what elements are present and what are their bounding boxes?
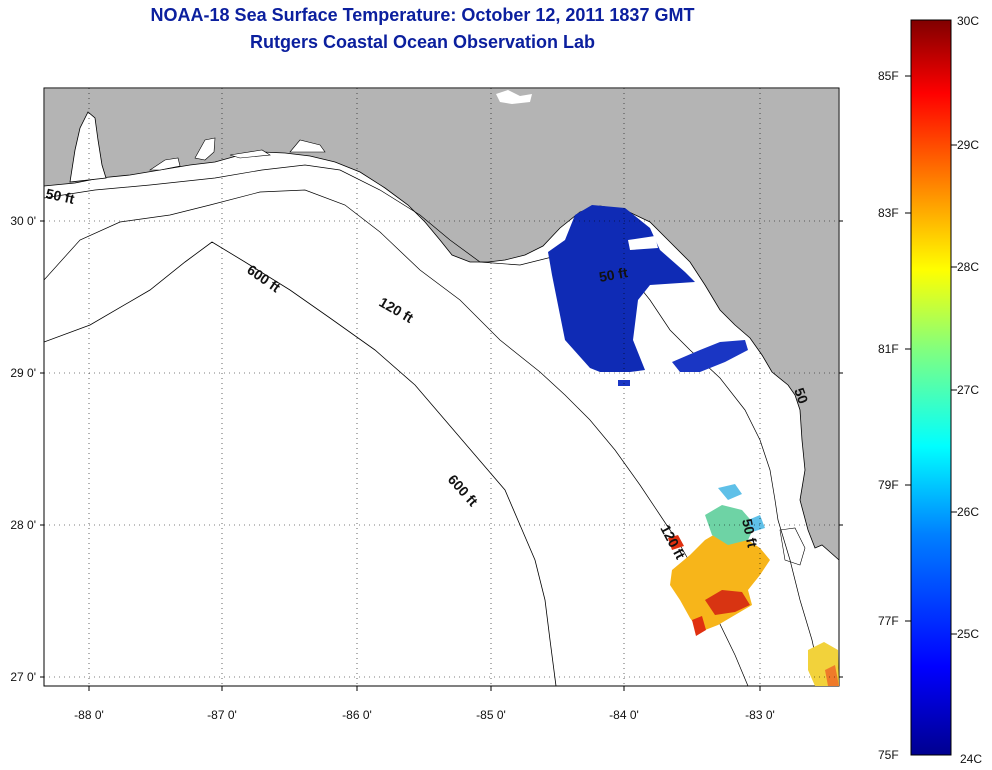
inland-lake [496, 90, 532, 104]
cb-label-77f: 77F [878, 614, 899, 628]
cb-label-25c: 25C [957, 627, 980, 641]
lat-label-28: 28 0' [10, 518, 36, 532]
cb-label-27c: 27C [957, 383, 980, 397]
lon-label-85: -85 0' [476, 708, 506, 722]
map-subtitle: Rutgers Coastal Ocean Observation Lab [249, 32, 596, 52]
cb-label-29c: 29C [957, 138, 980, 152]
cb-label-81f: 81F [878, 342, 899, 356]
sst-red-spot [668, 535, 706, 636]
contour-label-50-coast: 50 [791, 386, 811, 406]
sst-cold-patch-east [672, 340, 748, 372]
mobile-bay [69, 111, 107, 183]
sst-orange-edge [825, 665, 839, 686]
colorbar-ticks [905, 75, 957, 635]
cloud-gap [628, 236, 658, 250]
cb-label-26c: 26C [957, 505, 980, 519]
cb-label-83f: 83F [878, 206, 899, 220]
contour-120ft [44, 189, 749, 686]
sst-cold-patch [548, 205, 695, 372]
lat-label-30: 30 0' [10, 214, 36, 228]
contour-label-50ft-bigbend: 50 ft [598, 264, 629, 285]
cb-label-30c: 30C [957, 14, 980, 28]
map-title: NOAA-18 Sea Surface Temperature: October… [150, 5, 695, 25]
bay-cutouts [149, 137, 326, 171]
cb-label-75f: 75F [878, 748, 899, 762]
lon-label-87: -87 0' [207, 708, 237, 722]
sst-hot-core [705, 590, 750, 615]
axis-ticks [40, 220, 843, 691]
colorbar [910, 19, 952, 756]
lat-label-29: 29 0' [10, 366, 36, 380]
cb-label-85f: 85F [878, 69, 899, 83]
contour-label-50ft-south: 50 ft [739, 517, 761, 549]
cb-label-79f: 79F [878, 478, 899, 492]
lon-label-86: -86 0' [342, 708, 372, 722]
contour-label-50ft-west: 50 ft [44, 185, 76, 207]
lon-label-88: -88 0' [74, 708, 104, 722]
sst-cyan-spots [718, 484, 765, 532]
contour-600ft [44, 241, 557, 686]
lon-label-84: -84 0' [609, 708, 639, 722]
cb-label-24c: 24C [960, 752, 983, 766]
lon-label-83: -83 0' [745, 708, 775, 722]
cb-label-28c: 28C [957, 260, 980, 274]
lat-label-27: 27 0' [10, 670, 36, 684]
tampa-bay [779, 527, 806, 566]
